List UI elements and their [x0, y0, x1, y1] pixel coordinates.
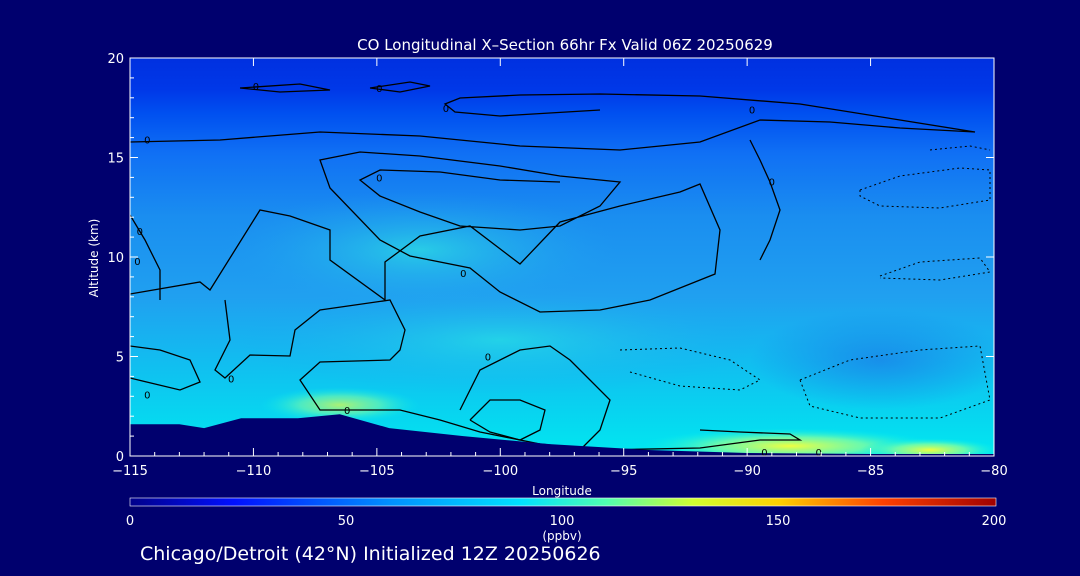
y-tick-label: 15 [107, 152, 124, 167]
x-tick-label: −80 [980, 464, 1007, 479]
contour-low-1 [130, 345, 201, 391]
plot-area: 0 0 0 0 0 0 0 0 0 0 0 0 0 0 0 0 [130, 58, 994, 459]
dotted-contour-5 [929, 145, 991, 151]
contour-label: 0 [443, 104, 449, 115]
terrain-mask [130, 414, 994, 456]
surface-high-region-2 [860, 438, 994, 456]
x-tick-label: −85 [857, 464, 884, 479]
x-tick-label: −110 [236, 464, 272, 479]
contour-label: 0 [816, 448, 822, 459]
colorbar-tick-label: 200 [982, 514, 1007, 529]
y-tick-label: 10 [107, 251, 124, 266]
contour-label: 0 [137, 227, 143, 238]
contour-label: 0 [460, 269, 466, 280]
y-axis: 0 5 10 15 20 [107, 52, 994, 465]
upper-plume-region [220, 190, 620, 310]
dotted-contour-4 [619, 347, 761, 391]
contour-label: 0 [761, 448, 767, 459]
colorbar-tick-label: 100 [550, 514, 575, 529]
chart-title: CO Longitudinal X–Section 66hr Fx Valid … [357, 36, 773, 54]
contour-label: 0 [376, 173, 382, 184]
footer-caption: Chicago/Detroit (42°N) Initialized 12Z 2… [140, 543, 601, 565]
contour-low-2 [214, 299, 803, 451]
contour-label: 0 [134, 257, 140, 268]
contour-mid-west [130, 214, 161, 300]
contour-low-4 [459, 345, 611, 451]
contour-label: 0 [769, 177, 775, 188]
x-axis-label: Longitude [532, 484, 592, 498]
colorbar [129, 497, 997, 507]
x-tick-label: −90 [733, 464, 760, 479]
colorbar-ticks: 0 50 100 150 200 [126, 514, 1007, 529]
x-tick-label: −100 [482, 464, 518, 479]
x-tick-label: −105 [359, 464, 395, 479]
y-tick-label: 0 [116, 450, 124, 465]
contour-label: 0 [144, 136, 150, 147]
y-axis-label: Altitude (km) [87, 219, 101, 298]
western-surface-high-region [260, 387, 420, 423]
y-tick-label: 5 [116, 351, 124, 366]
contour-mid-loop [130, 151, 721, 313]
contour-upper-0 [130, 93, 976, 151]
contour-label: 0 [344, 406, 350, 417]
contour-label: 0 [376, 84, 382, 95]
contour-lines [130, 81, 976, 451]
contour-upper-small [369, 81, 431, 93]
mid-plume-region [240, 285, 760, 395]
colorbar-unit-label: (ppbv) [542, 529, 581, 543]
colorbar-tick-label: 150 [766, 514, 791, 529]
negative-contours [619, 145, 991, 419]
contour-label: 0 [749, 106, 755, 117]
contour-label: 0 [485, 353, 491, 364]
y-tick-label: 20 [107, 52, 124, 67]
colorbar-tick-label: 0 [126, 514, 134, 529]
x-tick-label: −95 [610, 464, 637, 479]
colorbar-tick-label: 50 [338, 514, 355, 529]
contour-label: 0 [228, 374, 234, 385]
x-axis: −115 −110 −105 −100 −95 −90 −85 −80 [112, 58, 1008, 479]
contour-low-3 [469, 399, 546, 441]
dotted-contour-2 [879, 257, 991, 281]
contour-upper-left [239, 83, 331, 93]
eastern-lower-region [750, 310, 994, 410]
x-tick-label: −115 [112, 464, 148, 479]
contour-labels: 0 0 0 0 0 0 0 0 0 0 0 0 0 0 0 0 [134, 82, 822, 459]
contour-label: 0 [253, 82, 259, 93]
contour-label: 0 [144, 390, 150, 401]
contour-east-loop [749, 139, 781, 261]
